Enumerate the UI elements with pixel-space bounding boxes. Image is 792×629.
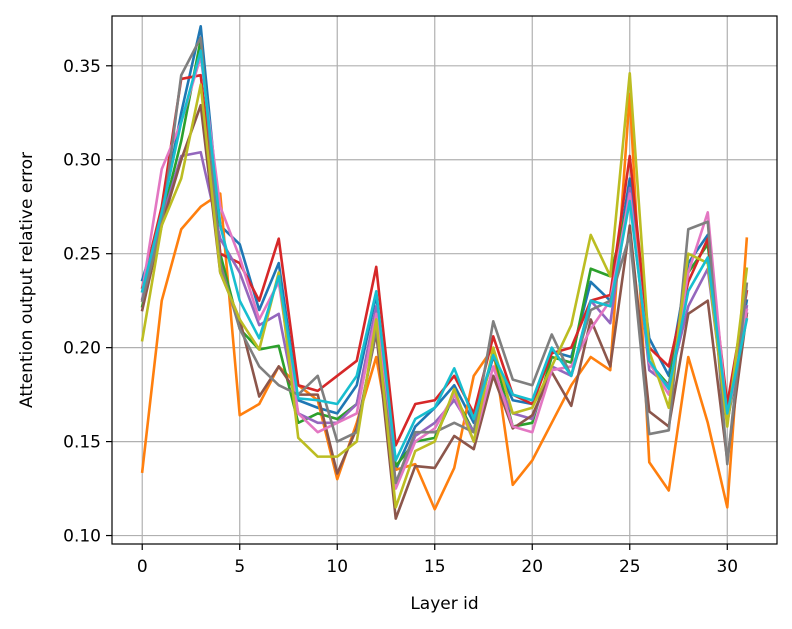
y-axis-ticks: 0.10 0.15 0.20 0.25 0.30 0.35 [63, 57, 112, 547]
series-line-10 [140, 49, 749, 462]
x-tick-label: 5 [234, 557, 245, 577]
series-line-8 [140, 36, 749, 485]
y-tick-label: 0.20 [63, 339, 101, 359]
plot-frame [111, 15, 778, 545]
series-lines [140, 25, 749, 520]
y-tick-label: 0.10 [63, 527, 101, 547]
y-tick-label: 0.30 [63, 151, 101, 171]
x-tick-label: 25 [619, 557, 641, 577]
x-tick-label: 20 [521, 557, 543, 577]
y-tick-label: 0.15 [63, 433, 101, 453]
x-tick-label: 0 [137, 557, 148, 577]
x-axis-ticks: 0 5 10 15 20 25 30 [137, 544, 738, 577]
x-tick-label: 30 [716, 557, 738, 577]
x-tick-label: 15 [424, 557, 446, 577]
y-axis-label: Attention output relative error [17, 152, 37, 408]
series-line-9 [140, 72, 749, 509]
x-axis-label: Layer id [410, 594, 478, 614]
y-tick-label: 0.25 [63, 245, 101, 265]
y-tick-label: 0.35 [63, 57, 101, 77]
x-tick-label: 10 [326, 557, 348, 577]
